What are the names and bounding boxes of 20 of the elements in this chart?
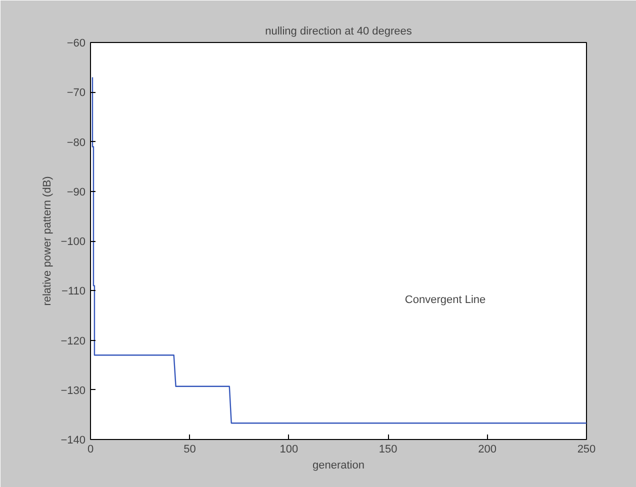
y-tick-label: −140	[60, 434, 86, 446]
y-tick-label: −110	[62, 286, 86, 298]
x-tick-label: 250	[577, 444, 596, 456]
y-axis-title: relative power pattern (dB)	[42, 176, 54, 306]
y-tick-label: −90	[66, 186, 86, 198]
y-tick-label: −100	[60, 236, 86, 248]
x-tick-label: 50	[184, 444, 196, 456]
chart-title: nulling direction at 40 degrees	[265, 26, 412, 38]
y-tick-label: −60	[66, 38, 86, 50]
y-tick-label: −70	[66, 87, 86, 100]
y-tick-label: −120	[60, 335, 86, 348]
annotation: Convergent Line	[404, 294, 486, 306]
x-tick-label: 100	[280, 444, 298, 456]
x-tick-label: 200	[478, 444, 496, 456]
x-tick-label: 150	[378, 444, 398, 456]
line-series	[92, 76, 586, 424]
y-tick-label: −80	[66, 136, 86, 149]
x-tick-label: 0	[87, 444, 94, 456]
x-axis-title: generation	[312, 460, 365, 472]
y-tick-label: −130	[60, 384, 86, 397]
